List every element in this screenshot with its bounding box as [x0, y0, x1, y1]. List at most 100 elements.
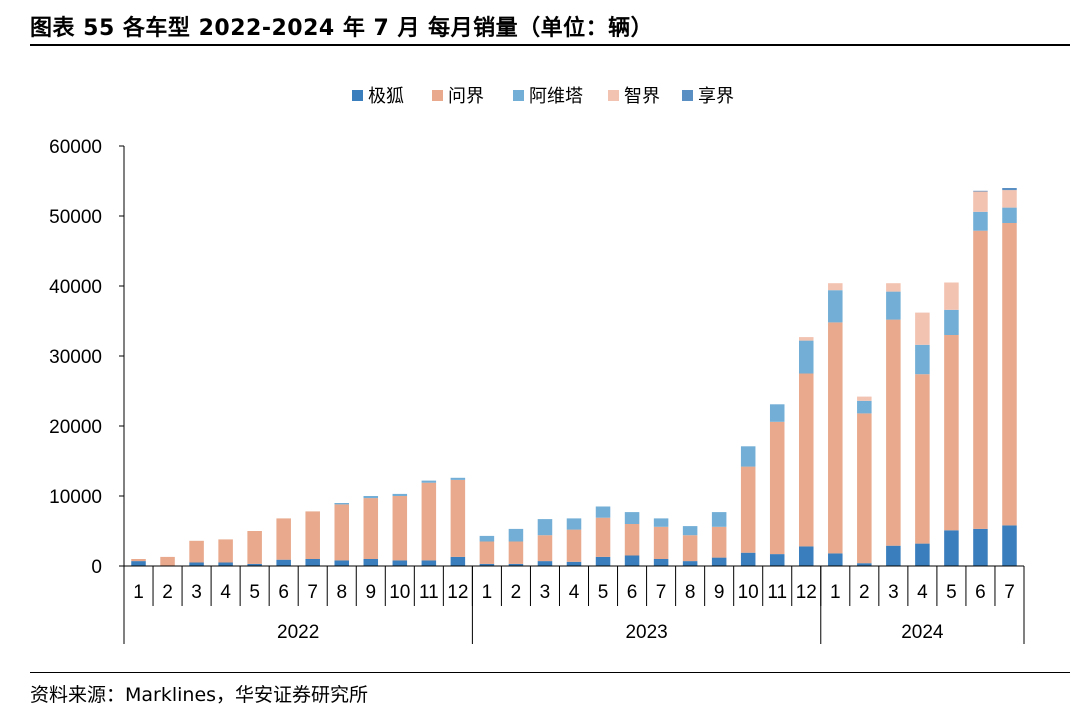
bar-segment — [247, 531, 262, 564]
bar-segment — [334, 560, 349, 566]
bar-segment — [566, 518, 582, 530]
bar-stack — [1002, 188, 1017, 566]
x-tick-label: 5 — [946, 582, 957, 603]
bar-segment — [508, 528, 524, 542]
legend-swatch — [352, 90, 363, 101]
bar-segment — [334, 504, 349, 561]
x-tick-label: 1 — [482, 582, 493, 603]
bar-stack — [218, 539, 233, 566]
bar-segment — [857, 563, 872, 566]
bar-segment — [1002, 207, 1017, 223]
bar-stack — [973, 190, 988, 566]
y-tick-label: 30000 — [49, 347, 102, 368]
x-tick-label: 12 — [796, 582, 817, 603]
x-tick-label: 5 — [249, 582, 260, 603]
legend-swatch — [513, 90, 524, 101]
bar-segment — [915, 312, 930, 345]
legend-swatch — [682, 90, 693, 101]
bar-segment — [1002, 188, 1017, 191]
bar-stack — [682, 526, 698, 566]
bar-segment — [189, 540, 204, 563]
bar-segment — [973, 211, 988, 231]
bar-stack — [334, 503, 349, 566]
x-tick-label: 10 — [738, 582, 759, 603]
bar-segment — [857, 413, 872, 564]
bar-segment — [508, 541, 524, 564]
bar-segment — [886, 291, 901, 320]
bars-layer — [131, 188, 1017, 566]
bar-segment — [363, 559, 379, 566]
bar-segment — [218, 562, 233, 566]
chart-legend: 极狐 问界 阿维塔 智界 享界 — [352, 86, 734, 106]
y-tick-label: 50000 — [49, 207, 102, 228]
bar-segment — [276, 518, 291, 560]
bar-segment — [944, 282, 959, 310]
bar-segment — [363, 498, 379, 559]
title-bar: 图表 55 各车型 2022-2024 年 7 月 每月销量（单位：辆） — [30, 6, 1070, 46]
x-tick-label: 6 — [278, 582, 289, 603]
legend-item: 阿维塔 — [513, 86, 583, 106]
bar-stack — [740, 446, 756, 566]
bar-stack — [595, 506, 611, 566]
bar-segment — [973, 190, 988, 192]
bar-segment — [537, 535, 553, 562]
bar-segment — [1002, 525, 1017, 566]
legend-item: 享界 — [682, 86, 734, 106]
bar-segment — [799, 340, 814, 374]
bar-segment — [421, 480, 437, 483]
bar-stack — [508, 528, 524, 566]
bar-segment — [944, 309, 959, 335]
footer-rule — [30, 672, 1070, 673]
bar-stack — [915, 312, 930, 566]
bar-segment — [740, 552, 756, 566]
bar-segment — [160, 556, 175, 566]
bar-segment — [421, 560, 437, 566]
bar-stack — [711, 512, 727, 566]
legend-item: 智界 — [608, 86, 660, 106]
x-tick-label: 4 — [220, 582, 231, 603]
x-tick-label: 5 — [598, 582, 609, 603]
bar-segment — [334, 503, 349, 505]
bar-stack — [247, 531, 262, 566]
legend-label: 阿维塔 — [529, 86, 583, 106]
bar-segment — [624, 512, 640, 524]
x-axis: 1 2 3 4 5 6 7 8 9 10 11 12 1 2 3 4 5 6 7 8 9 10 11 12 1 2 3 4 5 6 7202… — [123, 565, 1025, 644]
bar-stack — [363, 496, 379, 566]
bar-stack — [886, 283, 901, 566]
bar-segment — [682, 535, 698, 562]
x-tick-label: 11 — [419, 582, 439, 603]
y-tick-label: 40000 — [49, 277, 102, 298]
x-group-label: 2022 — [277, 622, 319, 643]
bar-segment — [189, 562, 204, 566]
x-tick-label: 2 — [859, 582, 870, 603]
x-tick-label: 6 — [627, 582, 638, 603]
bar-segment — [973, 528, 988, 566]
bar-stack — [392, 493, 408, 566]
bar-segment — [711, 557, 727, 566]
bar-segment — [595, 556, 611, 566]
bar-segment — [392, 560, 408, 566]
bar-segment — [828, 553, 843, 566]
x-tick-label: 2 — [511, 582, 522, 603]
bar-segment — [915, 374, 930, 544]
bar-segment — [595, 506, 611, 518]
bar-segment — [392, 496, 408, 561]
bar-stack — [160, 556, 175, 566]
bar-segment — [566, 561, 582, 566]
x-tick-label: 8 — [336, 582, 347, 603]
bar-segment — [1002, 190, 1017, 208]
bar-segment — [828, 290, 843, 323]
bar-segment — [915, 344, 930, 375]
x-tick-label: 9 — [714, 582, 725, 603]
bar-segment — [973, 230, 988, 529]
bar-segment — [886, 319, 901, 546]
bar-segment — [799, 373, 814, 547]
bar-segment — [711, 526, 727, 558]
bar-stack — [944, 282, 959, 566]
bar-segment — [537, 561, 553, 566]
x-tick-label: 3 — [191, 582, 202, 603]
x-tick-label: 7 — [1004, 582, 1015, 603]
bar-stack — [305, 511, 320, 566]
bar-stack — [624, 512, 640, 566]
bar-segment — [624, 524, 640, 556]
